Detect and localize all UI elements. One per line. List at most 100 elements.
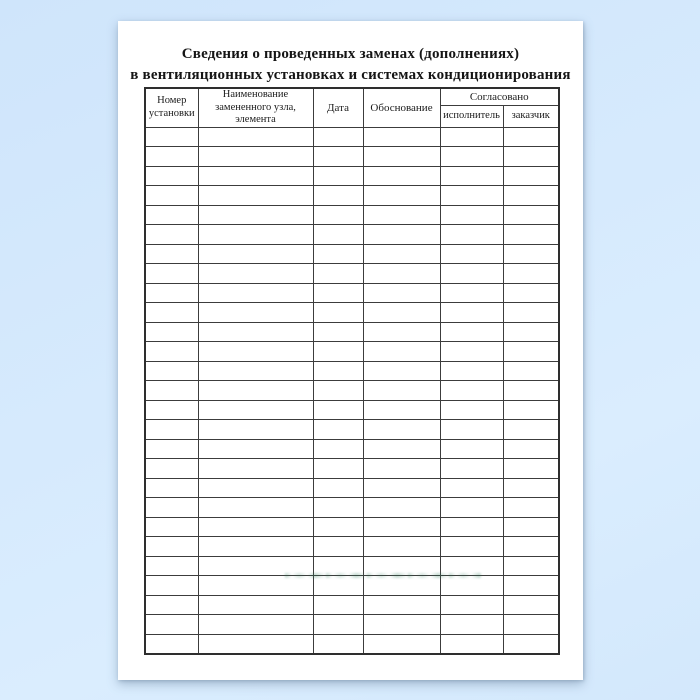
table-cell xyxy=(144,302,199,323)
table-cell xyxy=(362,224,441,245)
table-cell xyxy=(144,321,199,342)
table-cell xyxy=(362,243,441,264)
table-cell xyxy=(312,360,364,381)
table-cell xyxy=(502,516,560,537)
table-cell xyxy=(439,282,504,303)
table-cell xyxy=(362,263,441,284)
table-cell xyxy=(144,477,199,498)
table-cell xyxy=(502,360,560,381)
table-cell xyxy=(502,633,560,654)
table-cell xyxy=(439,594,504,615)
table-row xyxy=(144,165,560,186)
table-cell xyxy=(439,633,504,654)
table-cell xyxy=(362,341,441,362)
header-row-sub: исполнитель заказчик xyxy=(145,104,560,128)
table-cell xyxy=(502,204,560,225)
table-cell xyxy=(502,575,560,596)
table-cell xyxy=(144,594,199,615)
table-cell xyxy=(362,185,441,206)
table-cell xyxy=(502,321,560,342)
table-cell xyxy=(144,555,199,576)
table-cell xyxy=(439,185,504,206)
table-cell xyxy=(312,204,364,225)
table-cell xyxy=(312,263,364,284)
table-cell xyxy=(439,516,504,537)
table-cell xyxy=(144,633,199,654)
table-row xyxy=(144,146,560,167)
table-cell xyxy=(197,555,314,576)
col-header-agreed-group: Согласовано xyxy=(439,87,560,106)
table-cell xyxy=(502,126,560,147)
table-row xyxy=(144,594,560,615)
table-cell xyxy=(144,126,199,147)
table-cell xyxy=(502,594,560,615)
table-cell xyxy=(362,516,441,537)
table-cell xyxy=(144,458,199,479)
table-cell xyxy=(362,282,441,303)
table-cell xyxy=(144,438,199,459)
table-cell xyxy=(502,614,560,635)
table-cell xyxy=(197,575,314,596)
table-cell xyxy=(312,302,364,323)
table-cell xyxy=(439,575,504,596)
table-cell xyxy=(144,399,199,420)
table-cell xyxy=(197,399,314,420)
table-cell xyxy=(197,282,314,303)
table-row xyxy=(144,360,560,381)
table-row xyxy=(144,516,560,537)
table-cell xyxy=(502,302,560,323)
table-cell xyxy=(439,438,504,459)
table-row xyxy=(144,126,560,147)
table-cell xyxy=(144,419,199,440)
table-cell xyxy=(362,458,441,479)
table-cell xyxy=(439,360,504,381)
table-cell xyxy=(502,185,560,206)
table-cell xyxy=(197,165,314,186)
table-row xyxy=(144,555,560,576)
table-cell xyxy=(312,224,364,245)
table-cell xyxy=(362,477,441,498)
table-cell xyxy=(439,204,504,225)
table-cell xyxy=(362,536,441,557)
table-cell xyxy=(502,399,560,420)
table-cell xyxy=(312,633,364,654)
table-cell xyxy=(312,282,364,303)
table-cell xyxy=(439,302,504,323)
table-cell xyxy=(197,536,314,557)
table-body xyxy=(144,126,560,654)
table-cell xyxy=(144,146,199,167)
table-cell xyxy=(312,419,364,440)
page-title-line1: Сведения о проведенных заменах (дополнен… xyxy=(181,46,520,62)
table-cell xyxy=(197,497,314,518)
table-cell xyxy=(312,458,364,479)
table-cell xyxy=(144,224,199,245)
table-cell xyxy=(502,380,560,401)
table-cell xyxy=(439,341,504,362)
table-cell xyxy=(144,575,199,596)
table-cell xyxy=(312,146,364,167)
table-cell xyxy=(312,126,364,147)
table-cell xyxy=(502,458,560,479)
table-cell xyxy=(144,263,199,284)
table-cell xyxy=(197,360,314,381)
table-cell xyxy=(502,555,560,576)
table-cell xyxy=(502,146,560,167)
table-cell xyxy=(197,146,314,167)
document-page: Сведения о проведенных заменах (дополнен… xyxy=(118,21,583,680)
table-cell xyxy=(312,243,364,264)
table-row xyxy=(144,458,560,479)
table-cell xyxy=(502,341,560,362)
col-header-replaced-unit-name: Наименование замененного узла, элемента xyxy=(197,87,314,128)
table-cell xyxy=(502,438,560,459)
table-cell xyxy=(144,380,199,401)
table-cell xyxy=(197,243,314,264)
table-cell xyxy=(144,341,199,362)
table-cell xyxy=(439,477,504,498)
page-title: Сведения о проведенных заменах (дополнен… xyxy=(118,44,583,86)
table-cell xyxy=(439,458,504,479)
table-cell xyxy=(144,536,199,557)
table-row xyxy=(144,380,560,401)
table-cell xyxy=(439,399,504,420)
table-cell xyxy=(362,575,441,596)
